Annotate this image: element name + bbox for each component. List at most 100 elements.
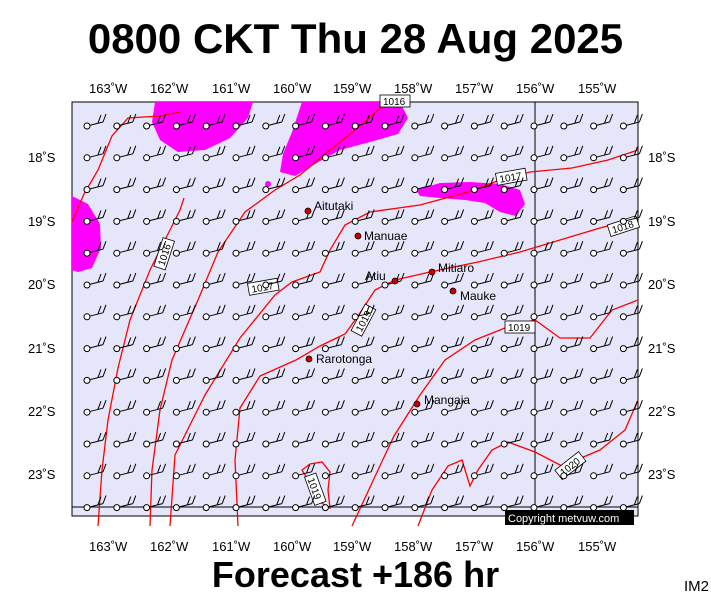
wind-station-circle <box>202 281 210 289</box>
wind-station-circle <box>530 249 538 257</box>
wind-station-circle <box>411 154 419 162</box>
lat-labels-left: 18˚S 19˚S 20˚S 21˚S 22˚S 23˚S <box>28 150 56 482</box>
place-atiu: Atiu <box>365 269 399 285</box>
wind-station-circle <box>411 376 419 384</box>
wind-station-circle <box>262 186 270 194</box>
wind-station-circle <box>381 249 389 257</box>
wind-station-circle <box>441 281 449 289</box>
wind-station-circle <box>381 313 389 321</box>
wind-station-circle <box>143 440 151 448</box>
wind-station-circle <box>441 313 449 321</box>
svg-text:Mitiaro: Mitiaro <box>438 261 474 275</box>
wind-station-circle <box>530 504 538 512</box>
isobar-1018 <box>234 217 639 527</box>
wind-station-circle <box>232 408 240 416</box>
wind-station-circle <box>292 408 300 416</box>
wind-station-circle <box>321 122 329 130</box>
svg-text:160˚W: 160˚W <box>273 81 312 96</box>
wind-station-circle <box>530 217 538 225</box>
lon-labels-bottom: 163˚W 162˚W 161˚W 160˚W 159˚W 158˚W 157˚… <box>89 539 617 554</box>
wind-station-circle <box>262 408 270 416</box>
place-rarotonga: Rarotonga <box>305 352 372 366</box>
wind-station-circle <box>172 408 180 416</box>
wind-station-circle <box>292 313 300 321</box>
svg-text:163˚W: 163˚W <box>89 81 128 96</box>
wind-station-circle <box>441 154 449 162</box>
wind-station-circle <box>172 440 180 448</box>
wind-station-circle <box>262 440 270 448</box>
wind-station-circle <box>381 504 389 512</box>
wind-station-circle <box>351 186 359 194</box>
wind-station-circle <box>381 122 389 130</box>
wind-station-circle <box>292 376 300 384</box>
isobar-label-1017-centre: 1017 <box>247 277 280 296</box>
wind-station-circle <box>83 186 91 194</box>
wind-station-circle <box>470 376 478 384</box>
svg-text:158˚W: 158˚W <box>394 81 433 96</box>
wind-station-circle <box>202 249 210 257</box>
wind-station-circle <box>530 376 538 384</box>
wind-station-circle <box>351 472 359 480</box>
wind-station-circle <box>381 154 389 162</box>
wind-station-circle <box>381 281 389 289</box>
svg-text:20˚S: 20˚S <box>648 277 676 292</box>
wind-station-circle <box>500 440 508 448</box>
wind-station-circle <box>113 440 121 448</box>
wind-station-circle <box>321 186 329 194</box>
wind-station-circle <box>143 504 151 512</box>
wind-station-circle <box>470 472 478 480</box>
svg-text:1016: 1016 <box>383 97 406 108</box>
wind-station-circle <box>202 345 210 353</box>
wind-station-circle <box>560 313 568 321</box>
wind-station-circle <box>321 472 329 480</box>
wind-barbs <box>83 113 643 512</box>
wind-station-circle <box>202 440 210 448</box>
wind-station-circle <box>351 504 359 512</box>
forecast-label: Forecast +186 hr <box>211 554 500 595</box>
wind-station-circle <box>381 345 389 353</box>
isobar-1016-a <box>149 103 386 527</box>
wind-station-circle <box>143 217 151 225</box>
wind-station-circle <box>83 440 91 448</box>
wind-station-circle <box>500 281 508 289</box>
wind-station-circle <box>232 440 240 448</box>
wind-station-circle <box>500 408 508 416</box>
wind-station-circle <box>292 186 300 194</box>
wind-station-circle <box>530 440 538 448</box>
wind-station-circle <box>500 313 508 321</box>
wind-station-circle <box>560 154 568 162</box>
wind-station-circle <box>560 281 568 289</box>
wind-station-circle <box>411 408 419 416</box>
svg-text:162˚W: 162˚W <box>150 81 189 96</box>
wind-station-circle <box>202 313 210 321</box>
wind-station-circle <box>590 376 598 384</box>
svg-text:22˚S: 22˚S <box>648 404 676 419</box>
wind-station-circle <box>441 408 449 416</box>
svg-text:Mauke: Mauke <box>460 289 496 303</box>
wind-station-circle <box>411 122 419 130</box>
wind-station-circle <box>202 408 210 416</box>
svg-text:22˚S: 22˚S <box>28 404 56 419</box>
wind-station-circle <box>321 249 329 257</box>
svg-text:Atiu: Atiu <box>365 269 386 283</box>
wind-station-circle <box>113 249 121 257</box>
svg-text:21˚S: 21˚S <box>648 341 676 356</box>
wind-station-circle <box>560 408 568 416</box>
wind-station-circle <box>262 154 270 162</box>
wind-station-circle <box>351 376 359 384</box>
svg-text:19˚S: 19˚S <box>648 214 676 229</box>
svg-text:Mangaia: Mangaia <box>424 393 470 407</box>
wind-station-circle <box>560 217 568 225</box>
svg-text:156˚W: 156˚W <box>516 81 555 96</box>
wind-station-circle <box>83 122 91 130</box>
wind-station-circle <box>530 408 538 416</box>
wind-station-circle <box>590 249 598 257</box>
wind-station-circle <box>172 472 180 480</box>
place-mitiaro: Mitiaro <box>428 261 474 276</box>
svg-text:Manuae: Manuae <box>364 229 408 243</box>
svg-text:155˚W: 155˚W <box>578 81 617 96</box>
copyright-badge: Copyright metvuw.com <box>505 510 634 525</box>
wind-station-circle <box>411 217 419 225</box>
wind-station-circle <box>232 281 240 289</box>
wind-station-circle <box>143 313 151 321</box>
